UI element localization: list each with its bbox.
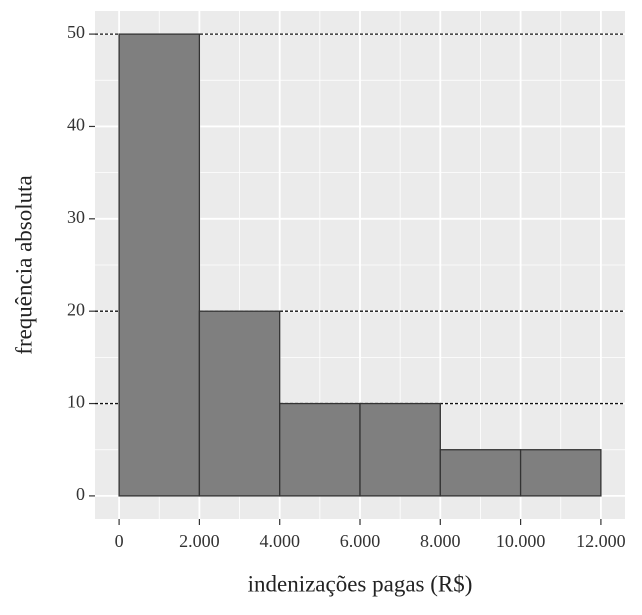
bar xyxy=(118,33,201,497)
x-axis-label: indenizações pagas (R$) xyxy=(248,571,473,596)
y-tick-label: 20 xyxy=(67,299,85,319)
x-tick-label: 12.000 xyxy=(576,531,626,551)
x-tick-label: 6.000 xyxy=(340,531,381,551)
y-tick-label: 0 xyxy=(76,484,85,504)
x-tick-label: 2.000 xyxy=(179,531,220,551)
bar xyxy=(439,449,522,497)
bar xyxy=(198,310,281,497)
x-tick-label: 4.000 xyxy=(259,531,300,551)
bar xyxy=(279,402,361,497)
y-tick-label: 40 xyxy=(67,115,85,135)
x-tick-label: 8.000 xyxy=(420,531,461,551)
y-tick-label: 50 xyxy=(67,22,85,42)
x-tick-label: 0 xyxy=(115,531,124,551)
y-axis-label: frequência absoluta xyxy=(11,175,36,354)
y-tick-label: 30 xyxy=(67,207,85,227)
bar xyxy=(519,449,602,497)
y-tick-label: 10 xyxy=(67,392,85,412)
bar xyxy=(359,402,441,497)
x-tick-label: 10.000 xyxy=(496,531,546,551)
